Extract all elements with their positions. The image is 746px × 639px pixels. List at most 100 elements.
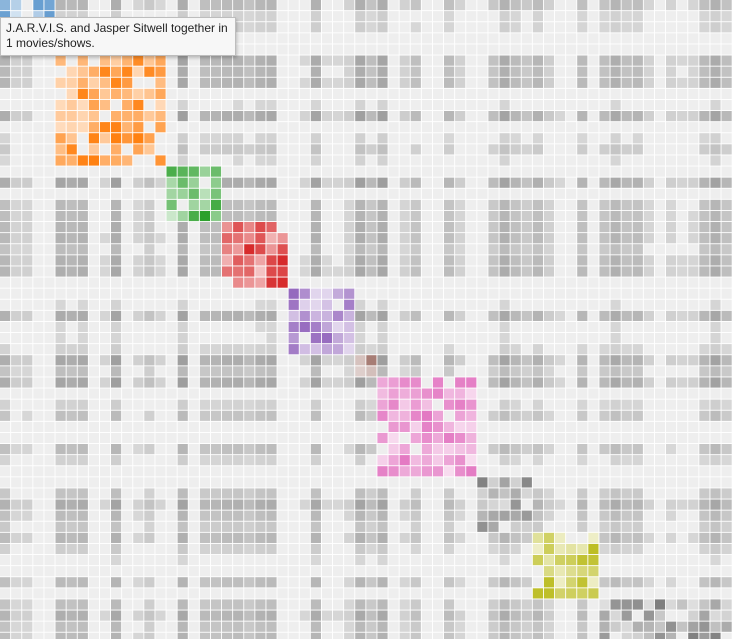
matrix-cell-link[interactable]: [155, 0, 166, 11]
matrix-cell-empty[interactable]: [222, 566, 233, 577]
matrix-cell-link[interactable]: [122, 55, 133, 66]
matrix-cell-link[interactable]: [599, 344, 610, 355]
matrix-cell-empty[interactable]: [244, 99, 255, 111]
matrix-cell-link[interactable]: [222, 233, 233, 244]
matrix-cell-empty[interactable]: [654, 55, 666, 66]
matrix-cell-link[interactable]: [555, 111, 566, 122]
matrix-cell-empty[interactable]: [188, 610, 199, 621]
matrix-cell-link[interactable]: [377, 621, 388, 632]
matrix-cell-link[interactable]: [199, 610, 210, 621]
matrix-cell-empty[interactable]: [222, 155, 233, 166]
matrix-cell-link[interactable]: [22, 210, 33, 222]
matrix-cell-link[interactable]: [155, 99, 166, 111]
matrix-cell-empty[interactable]: [111, 99, 122, 111]
matrix-cell-empty[interactable]: [688, 555, 699, 566]
matrix-cell-link[interactable]: [377, 177, 388, 188]
matrix-cell-empty[interactable]: [632, 44, 643, 55]
matrix-cell-link[interactable]: [721, 210, 732, 222]
matrix-cell-empty[interactable]: [122, 577, 133, 588]
matrix-cell-link[interactable]: [610, 510, 621, 521]
matrix-cell-empty[interactable]: [654, 377, 666, 388]
matrix-cell-empty[interactable]: [44, 333, 55, 344]
matrix-cell-link[interactable]: [532, 310, 543, 321]
matrix-cell-empty[interactable]: [477, 122, 488, 133]
matrix-cell-link[interactable]: [455, 399, 466, 410]
matrix-cell-link[interactable]: [266, 22, 277, 33]
matrix-cell-link[interactable]: [366, 599, 377, 610]
matrix-cell-link[interactable]: [210, 344, 222, 355]
matrix-cell-empty[interactable]: [688, 344, 699, 355]
matrix-cell-empty[interactable]: [721, 99, 732, 111]
matrix-cell-empty[interactable]: [488, 555, 499, 566]
matrix-cell-link[interactable]: [66, 488, 77, 499]
matrix-cell-empty[interactable]: [155, 444, 166, 455]
matrix-cell-link[interactable]: [610, 521, 621, 532]
matrix-cell-link[interactable]: [22, 532, 33, 543]
matrix-cell-empty[interactable]: [99, 166, 111, 177]
matrix-cell-empty[interactable]: [88, 455, 99, 466]
matrix-cell-link[interactable]: [455, 210, 466, 222]
matrix-cell-empty[interactable]: [388, 255, 399, 266]
matrix-cell-link[interactable]: [510, 66, 521, 77]
matrix-cell-link[interactable]: [621, 610, 632, 621]
matrix-cell-empty[interactable]: [33, 344, 44, 355]
matrix-cell-empty[interactable]: [288, 599, 299, 610]
matrix-cell-link[interactable]: [11, 577, 22, 588]
matrix-cell-empty[interactable]: [477, 255, 488, 266]
matrix-cell-empty[interactable]: [555, 222, 566, 233]
matrix-cell-empty[interactable]: [710, 288, 721, 299]
matrix-cell-link[interactable]: [432, 377, 444, 388]
matrix-cell-empty[interactable]: [477, 55, 488, 66]
matrix-cell-empty[interactable]: [555, 155, 566, 166]
matrix-cell-empty[interactable]: [122, 321, 133, 333]
matrix-cell-link[interactable]: [577, 399, 588, 410]
matrix-cell-empty[interactable]: [44, 255, 55, 266]
matrix-cell-link[interactable]: [66, 11, 77, 22]
matrix-cell-empty[interactable]: [477, 621, 488, 632]
matrix-cell-link[interactable]: [199, 144, 210, 155]
matrix-cell-empty[interactable]: [477, 177, 488, 188]
matrix-cell-empty[interactable]: [166, 510, 177, 521]
matrix-cell-link[interactable]: [632, 621, 643, 632]
matrix-cell-link[interactable]: [177, 510, 188, 521]
matrix-cell-link[interactable]: [99, 122, 111, 133]
matrix-cell-link[interactable]: [599, 222, 610, 233]
matrix-cell-link[interactable]: [521, 510, 532, 521]
matrix-cell-empty[interactable]: [466, 266, 477, 277]
matrix-cell-empty[interactable]: [388, 233, 399, 244]
matrix-cell-empty[interactable]: [654, 66, 666, 77]
matrix-cell-link[interactable]: [543, 55, 555, 66]
matrix-cell-empty[interactable]: [699, 155, 710, 166]
matrix-cell-empty[interactable]: [621, 288, 632, 299]
matrix-cell-empty[interactable]: [388, 44, 399, 55]
matrix-cell-link[interactable]: [410, 510, 421, 521]
matrix-cell-link[interactable]: [555, 532, 566, 543]
matrix-cell-link[interactable]: [688, 255, 699, 266]
matrix-cell-link[interactable]: [177, 377, 188, 388]
matrix-cell-empty[interactable]: [99, 477, 111, 488]
matrix-cell-link[interactable]: [55, 122, 66, 133]
matrix-cell-link[interactable]: [477, 510, 488, 521]
matrix-cell-link[interactable]: [610, 155, 621, 166]
matrix-cell-empty[interactable]: [310, 432, 321, 444]
matrix-cell-link[interactable]: [632, 310, 643, 321]
matrix-cell-empty[interactable]: [288, 488, 299, 499]
matrix-cell-link[interactable]: [610, 55, 621, 66]
matrix-cell-empty[interactable]: [144, 466, 155, 477]
matrix-cell-empty[interactable]: [144, 166, 155, 177]
matrix-cell-link[interactable]: [699, 599, 710, 610]
matrix-cell-link[interactable]: [577, 210, 588, 222]
matrix-cell-empty[interactable]: [599, 566, 610, 577]
matrix-cell-link[interactable]: [377, 432, 388, 444]
matrix-cell-link[interactable]: [177, 555, 188, 566]
matrix-cell-empty[interactable]: [144, 344, 155, 355]
matrix-cell-link[interactable]: [333, 344, 344, 355]
matrix-cell-link[interactable]: [222, 144, 233, 155]
matrix-cell-link[interactable]: [677, 55, 688, 66]
matrix-cell-empty[interactable]: [421, 144, 432, 155]
matrix-cell-link[interactable]: [521, 355, 532, 366]
matrix-cell-empty[interactable]: [521, 99, 532, 111]
matrix-cell-link[interactable]: [333, 77, 344, 88]
matrix-cell-empty[interactable]: [555, 366, 566, 377]
matrix-cell-empty[interactable]: [566, 610, 577, 621]
